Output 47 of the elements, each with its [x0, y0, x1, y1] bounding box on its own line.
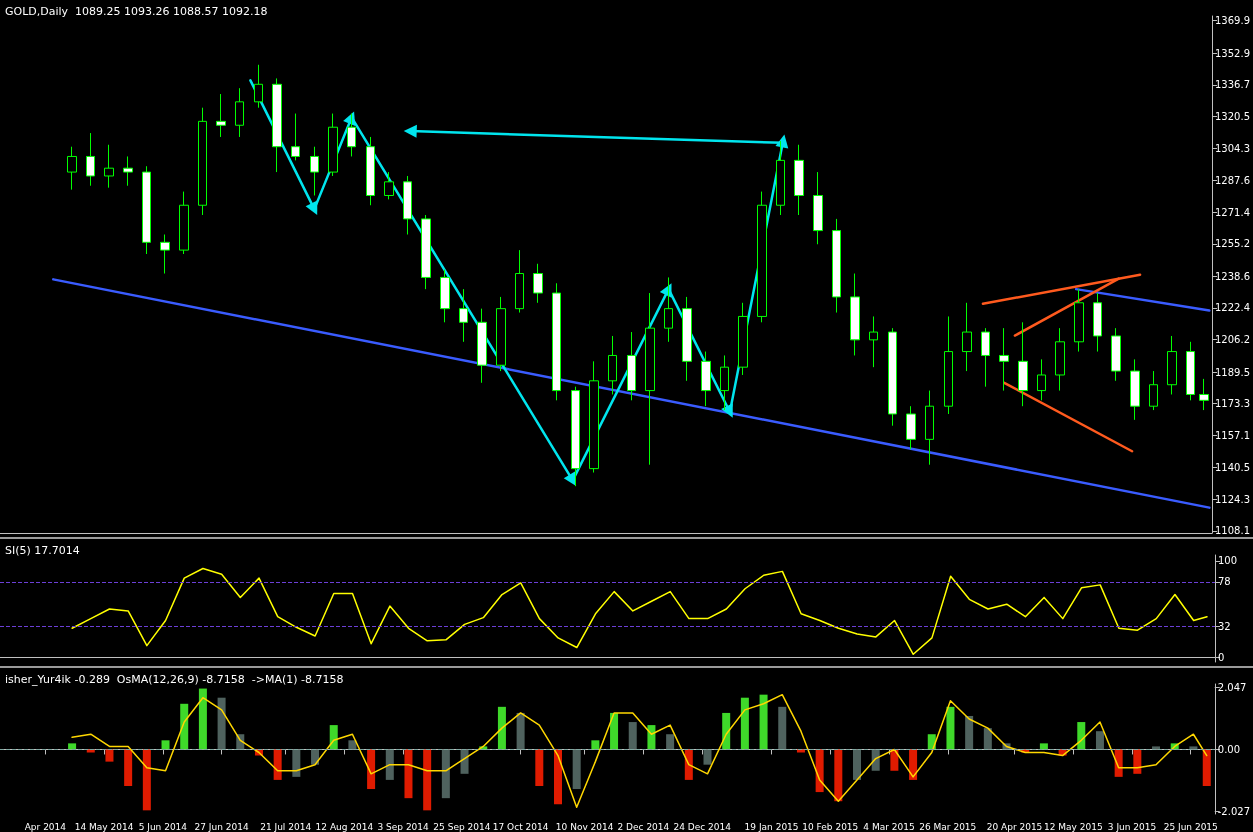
- y-tick-label: 1108.1: [1215, 525, 1251, 537]
- x-tick-label: 25 Jun 2015: [1163, 821, 1218, 832]
- chart-title: isher_Yur4ik -0.289 OsMA(12,26,9) -8.7158 ->MA(1) -8.7158: [5, 673, 344, 686]
- x-tick-label: 12 Aug 2014: [315, 821, 374, 832]
- y-tick-label: 100: [1218, 555, 1238, 567]
- y-tick-label: 1173.3: [1215, 398, 1251, 410]
- y-tick-label: 1304.3: [1215, 142, 1251, 154]
- x-tick-label: 2 Dec 2014: [617, 821, 670, 832]
- x-tick-label: 20 Apr 2015: [986, 821, 1043, 832]
- x-tick-label: 10 Feb 2015: [802, 821, 859, 832]
- y-tick-label: 1336.7: [1215, 79, 1251, 91]
- y-tick-label: 1140.5: [1215, 462, 1251, 474]
- y-tick-label: 1157.1: [1215, 429, 1251, 441]
- y-tick-label: 1238.6: [1215, 270, 1251, 282]
- y-tick-label: 0.00: [1217, 743, 1241, 755]
- x-tick-label: 25 Sep 2014: [433, 821, 491, 832]
- y-tick-label: -2.027: [1217, 805, 1251, 817]
- x-tick-label: 24 Dec 2014: [673, 821, 732, 832]
- x-tick-label: 5 Jun 2014: [138, 821, 188, 832]
- y-tick-label: 32: [1218, 620, 1231, 632]
- x-tick-label: 14 May 2014: [74, 821, 134, 832]
- y-tick-label: 78: [1218, 576, 1231, 588]
- y-tick-label: 1222.4: [1215, 302, 1251, 314]
- x-tick-label: 10 Nov 2014: [555, 821, 614, 832]
- x-tick-label: 17 Oct 2014: [492, 821, 549, 832]
- y-tick-label: 1124.3: [1215, 493, 1251, 505]
- x-tick-label: 3 Sep 2014: [377, 821, 430, 832]
- y-tick-label: 1287.6: [1215, 175, 1251, 187]
- y-tick-label: 1189.5: [1215, 366, 1251, 378]
- x-tick-label: 26 Mar 2015: [919, 821, 977, 832]
- y-tick-label: 1271.4: [1215, 206, 1251, 218]
- chart-title: GOLD,Daily 1089.25 1093.26 1088.57 1092.18: [5, 5, 268, 18]
- x-tick-label: 3 Jun 2015: [1107, 821, 1157, 832]
- y-tick-label: 0: [1218, 651, 1225, 663]
- y-tick-label: 1206.2: [1215, 333, 1251, 345]
- y-tick-label: 1369.9: [1215, 14, 1251, 26]
- y-tick-label: 2.047: [1217, 681, 1247, 693]
- x-tick-label: 21 Jul 2014: [260, 821, 312, 832]
- x-tick-label: 12 May 2015: [1043, 821, 1103, 832]
- chart-title: SI(5) 17.7014: [5, 544, 80, 557]
- x-tick-label: 27 Jun 2014: [194, 821, 249, 832]
- x-tick-label: Apr 2014: [24, 821, 67, 832]
- x-tick-label: 19 Jan 2015: [744, 821, 799, 832]
- y-tick-label: 1320.5: [1215, 110, 1251, 122]
- y-tick-label: 1352.9: [1215, 47, 1251, 59]
- y-tick-label: 1255.2: [1215, 238, 1251, 250]
- x-tick-label: 4 Mar 2015: [863, 821, 915, 832]
